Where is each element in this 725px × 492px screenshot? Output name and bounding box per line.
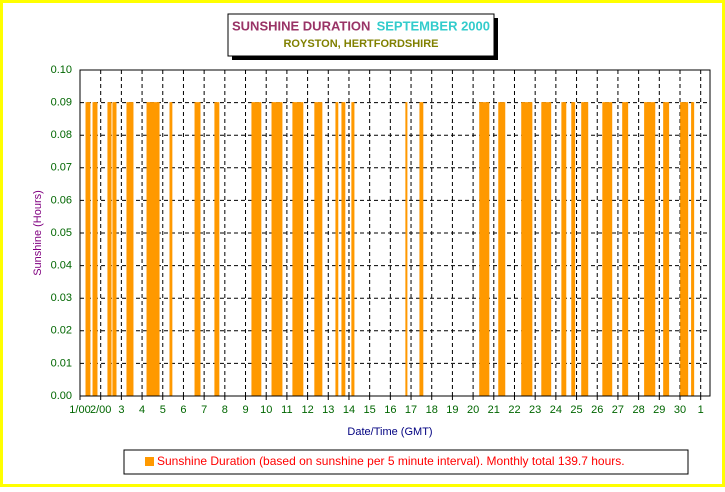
x-tick-label: 26 (591, 404, 603, 416)
x-tick-label: 19 (446, 404, 458, 416)
x-tick-label: 14 (343, 404, 355, 416)
y-tick-label: 0.05 (51, 227, 72, 239)
y-tick-label: 0.00 (51, 390, 72, 402)
x-tick-label: 25 (570, 404, 582, 416)
x-tick-label: 9 (242, 404, 248, 416)
y-tick-label: 0.07 (51, 162, 72, 174)
x-tick-label: 4 (139, 404, 145, 416)
x-tick-label: 24 (550, 404, 562, 416)
y-tick-label: 0.08 (51, 129, 72, 141)
x-axis-label: Date/Time (GMT) (347, 426, 432, 438)
sunshine-area (85, 102, 695, 397)
x-tick-label: 13 (322, 404, 334, 416)
chart-title-date: SEPTEMBER 2000 (377, 18, 490, 33)
x-tick-label: 12 (301, 404, 313, 416)
x-tick-label: 20 (467, 404, 479, 416)
x-tick-label: 7 (201, 404, 207, 416)
y-tick-label: 0.02 (51, 325, 72, 337)
y-tick-label: 0.10 (51, 64, 72, 76)
x-tick-label: 29 (653, 404, 665, 416)
x-tick-label: 17 (405, 404, 417, 416)
x-tick-label: 18 (426, 404, 438, 416)
x-tick-label: 11 (281, 404, 292, 416)
x-tick-label: 1 (698, 404, 704, 416)
x-tick-label: 23 (529, 404, 541, 416)
legend-label: Sunshine Duration (based on sunshine per… (157, 454, 625, 468)
y-tick-label: 0.06 (51, 194, 72, 206)
x-tick-label: 10 (260, 404, 272, 416)
title-box (227, 13, 495, 57)
y-axis-label: Sunshine (Hours) (32, 190, 44, 276)
x-tick-label: 6 (180, 404, 186, 416)
y-tick-label: 0.03 (51, 292, 72, 304)
chart-subtitle: ROYSTON, HERTFORDSHIRE (283, 38, 438, 50)
plot-frame (79, 69, 711, 397)
y-tick-label: 0.09 (51, 97, 72, 109)
x-tick-label: 3 (118, 404, 124, 416)
legend (123, 449, 689, 475)
x-tick-label: 1/00 (69, 404, 90, 416)
y-tick-label: 0.01 (51, 357, 72, 369)
x-tick-label: 15 (364, 404, 376, 416)
chart-title: SUNSHINE DURATION (232, 18, 370, 33)
x-tick-label: 22 (508, 404, 520, 416)
x-tick-label: 27 (612, 404, 624, 416)
x-tick-label: 21 (488, 404, 500, 416)
legend-swatch (145, 457, 154, 466)
y-tick-label: 0.04 (51, 260, 72, 272)
x-tick-label: 5 (160, 404, 166, 416)
x-tick-label: 16 (384, 404, 396, 416)
x-tick-label: 8 (222, 404, 228, 416)
x-tick-label: 28 (632, 404, 644, 416)
x-tick-label: 30 (674, 404, 686, 416)
x-tick-label: 2/00 (90, 404, 111, 416)
